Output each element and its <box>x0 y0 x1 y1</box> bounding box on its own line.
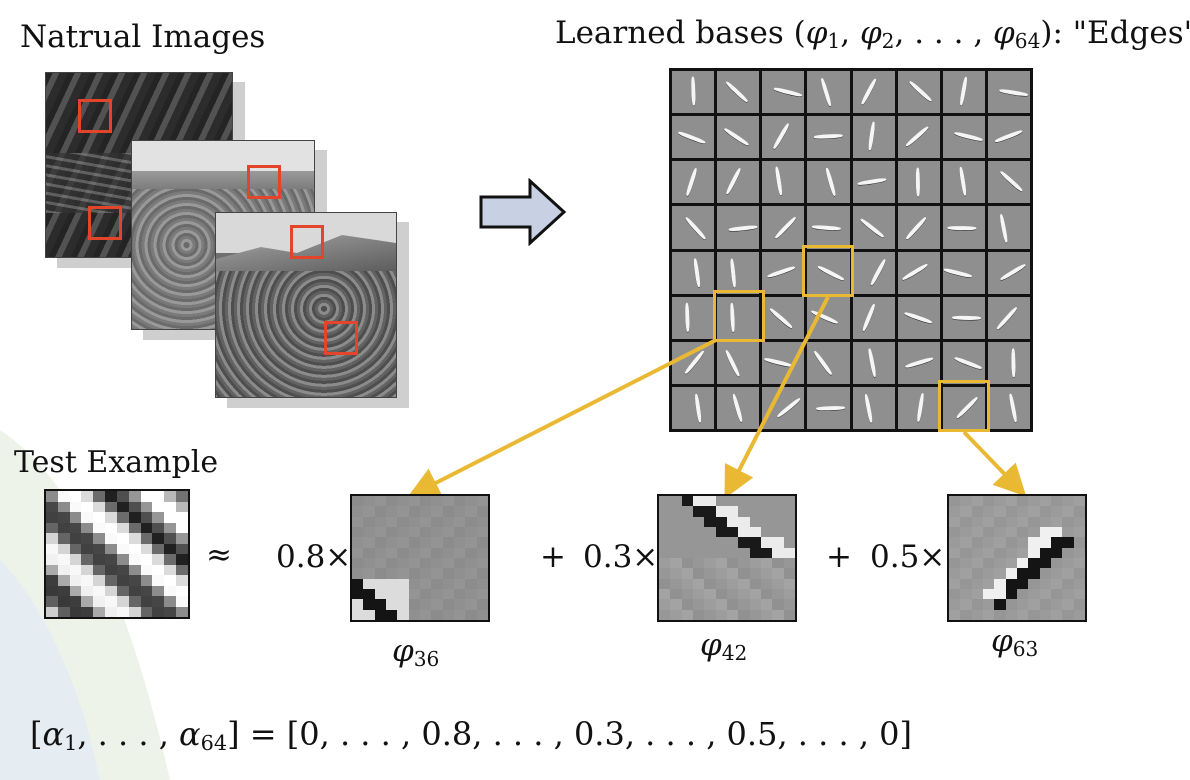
basis-tile <box>942 206 985 249</box>
basis-tile <box>807 386 850 429</box>
basis-tile <box>717 386 760 429</box>
basis-tile <box>717 296 760 339</box>
basis-tile <box>987 116 1030 159</box>
basis-tile <box>672 296 715 339</box>
basis-tile <box>762 116 805 159</box>
basis-tile <box>897 116 940 159</box>
basis-tile <box>987 161 1030 204</box>
basis-tile <box>807 341 850 384</box>
basis-tile <box>762 161 805 204</box>
basis-tile <box>672 206 715 249</box>
approx-symbol: ≈ <box>206 537 232 573</box>
basis-tile <box>942 386 985 429</box>
basis-tile <box>942 251 985 294</box>
basis-tile <box>762 341 805 384</box>
basis-tile <box>717 206 760 249</box>
basis-tile <box>807 251 850 294</box>
basis-tile <box>897 386 940 429</box>
basis-tile <box>987 341 1030 384</box>
learned-bases-grid <box>669 68 1033 432</box>
pointer-arrow-icon <box>724 296 830 499</box>
plus-symbol-1: + <box>540 539 566 575</box>
basis-tile <box>852 386 895 429</box>
basis-tile <box>897 341 940 384</box>
basis-tile <box>807 206 850 249</box>
pointer-arrow-icon <box>407 338 717 498</box>
basis-tile <box>897 296 940 339</box>
basis-tile <box>942 296 985 339</box>
basis-tile <box>717 341 760 384</box>
basis-tile <box>942 161 985 204</box>
basis-tile <box>762 71 805 114</box>
basis-tile <box>717 71 760 114</box>
basis-tile <box>852 116 895 159</box>
red-sample-box <box>324 321 358 355</box>
highlight-box-phi63 <box>938 380 990 432</box>
basis-tile <box>807 161 850 204</box>
basis-tile <box>942 116 985 159</box>
basis-tile <box>897 206 940 249</box>
highlight-box-phi42 <box>802 245 854 297</box>
basis-tile <box>942 341 985 384</box>
basis-patch-phi42 <box>657 494 797 622</box>
coefficient-2: 0.3× <box>583 539 659 575</box>
basis-tile <box>987 296 1030 339</box>
basis-tile <box>717 116 760 159</box>
test-example-title: Test Example <box>14 445 219 480</box>
basis-tile <box>852 296 895 339</box>
basis-tile <box>987 206 1030 249</box>
red-sample-box <box>88 206 122 240</box>
basis-tile <box>897 251 940 294</box>
alpha-coefficient-vector: [α1, . . . , α64] = [0, . . . , 0.8, . .… <box>30 715 912 756</box>
basis-tile <box>852 251 895 294</box>
test-example-patch <box>44 489 190 619</box>
right-block-arrow-icon <box>479 178 567 246</box>
basis-tile <box>852 341 895 384</box>
learned-bases-title: Learned bases (φ1, φ2, . . . , φ64): "Ed… <box>555 15 1190 54</box>
red-sample-box <box>247 165 281 199</box>
basis-tile <box>852 161 895 204</box>
highlight-box-phi36 <box>713 290 765 342</box>
basis-tile <box>672 386 715 429</box>
basis-tile <box>762 296 805 339</box>
basis-tile <box>672 161 715 204</box>
pointer-arrow-icon <box>962 430 1027 497</box>
coefficient-1: 0.8× <box>276 539 352 575</box>
basis-tile <box>987 71 1030 114</box>
basis-tile <box>672 71 715 114</box>
basis-label-phi63: φ63 <box>991 623 1039 662</box>
basis-patch-phi63 <box>947 494 1087 622</box>
basis-tile <box>717 251 760 294</box>
red-sample-box <box>290 225 324 259</box>
plus-symbol-2: + <box>826 539 852 575</box>
basis-tile <box>672 251 715 294</box>
basis-tile <box>987 386 1030 429</box>
basis-tile <box>897 161 940 204</box>
basis-tile <box>897 71 940 114</box>
basis-tile <box>762 206 805 249</box>
basis-tile <box>942 71 985 114</box>
basis-label-phi36: φ36 <box>392 633 440 672</box>
basis-tile <box>672 341 715 384</box>
red-sample-box <box>78 99 112 133</box>
coefficient-3: 0.5× <box>870 539 946 575</box>
basis-tile <box>717 161 760 204</box>
natural-images-title: Natrual Images <box>20 19 266 55</box>
basis-tile <box>852 206 895 249</box>
natural-image-3 <box>215 212 397 398</box>
basis-tile <box>807 296 850 339</box>
basis-tile <box>672 116 715 159</box>
basis-tile <box>852 71 895 114</box>
basis-label-phi42: φ42 <box>700 627 748 666</box>
basis-patch-phi36 <box>350 494 490 622</box>
basis-tile <box>807 116 850 159</box>
basis-tile <box>762 251 805 294</box>
basis-tile <box>807 71 850 114</box>
basis-tile <box>987 251 1030 294</box>
